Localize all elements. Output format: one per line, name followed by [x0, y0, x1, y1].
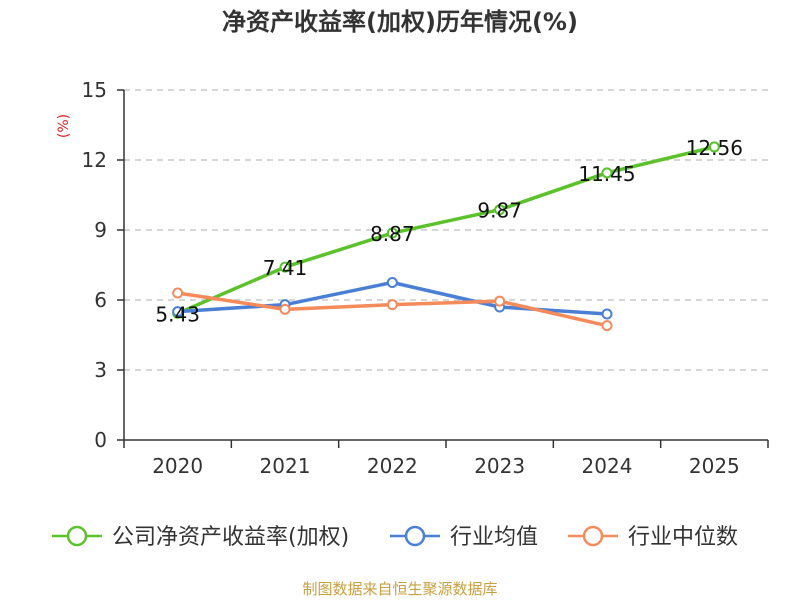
chart-title: 净资产收益率(加权)历年情况(%) [222, 8, 578, 36]
y-tick-label: 6 [94, 288, 107, 312]
series-layer [172, 141, 720, 332]
data-point-0 [708, 141, 720, 153]
data-point-1 [601, 308, 613, 320]
y-tick-label: 0 [94, 428, 107, 452]
x-tick-label: 2023 [474, 454, 525, 478]
data-point-2 [279, 303, 291, 315]
data-label: 8.87 [370, 222, 415, 246]
data-point-1 [386, 277, 398, 288]
legend-marker-0 [66, 525, 88, 547]
x-tick-label: 2024 [582, 454, 633, 478]
data-point-0 [279, 261, 291, 273]
legend[interactable]: 公司净资产收益率(加权) 行业均值 行业中位数 [52, 525, 738, 550]
data-point-2 [172, 287, 184, 299]
data-point-2 [386, 299, 398, 311]
x-tick-label: 2022 [367, 454, 418, 478]
data-point-1 [172, 306, 184, 318]
x-tick-label: 2021 [260, 454, 311, 478]
data-label: 9.87 [477, 199, 522, 223]
data-point-0 [601, 167, 613, 179]
data-point-0 [494, 204, 506, 216]
legend-label-1: 行业均值 [450, 525, 538, 550]
data-label: 11.45 [578, 162, 635, 186]
y-tick-label: 9 [94, 218, 107, 242]
legend-label-2: 行业中位数 [628, 525, 738, 550]
data-point-2 [601, 320, 613, 332]
y-tick-label: 3 [94, 358, 107, 382]
legend-marker-1 [404, 525, 426, 547]
source-note: 制图数据来自恒生聚源数据库 [302, 580, 497, 598]
legend-marker-2 [582, 525, 604, 547]
data-label: 5.43 [155, 302, 200, 326]
x-tick-label: 2025 [689, 454, 740, 478]
data-point-2 [494, 295, 506, 307]
legend-label-0: 公司净资产收益率(加权) [112, 525, 349, 550]
data-label: 12.56 [686, 136, 743, 160]
data-label: 7.41 [263, 256, 308, 280]
x-tick-label: 2020 [152, 454, 203, 478]
data-labels: 5.43 7.41 8.87 9.87 11.45 12.56 [155, 136, 743, 326]
data-point-0 [386, 227, 398, 239]
y-tick-label: 12 [82, 148, 107, 172]
y-tick-label: 15 [82, 78, 107, 102]
grid-lines [124, 89, 768, 371]
series-line-0 [175, 145, 717, 316]
y-axis-label: (%) [56, 114, 72, 138]
axes: 0 3 6 9 12 15 2020 2021 2022 2023 2024 2025 [82, 78, 769, 478]
